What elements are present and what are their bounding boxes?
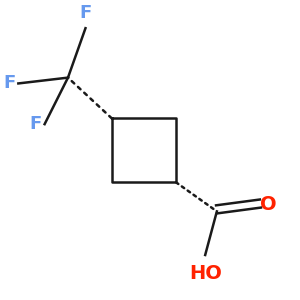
Text: F: F — [80, 4, 92, 22]
Text: O: O — [260, 195, 276, 214]
Text: F: F — [29, 115, 42, 133]
Text: F: F — [3, 74, 15, 92]
Text: HO: HO — [189, 264, 222, 283]
